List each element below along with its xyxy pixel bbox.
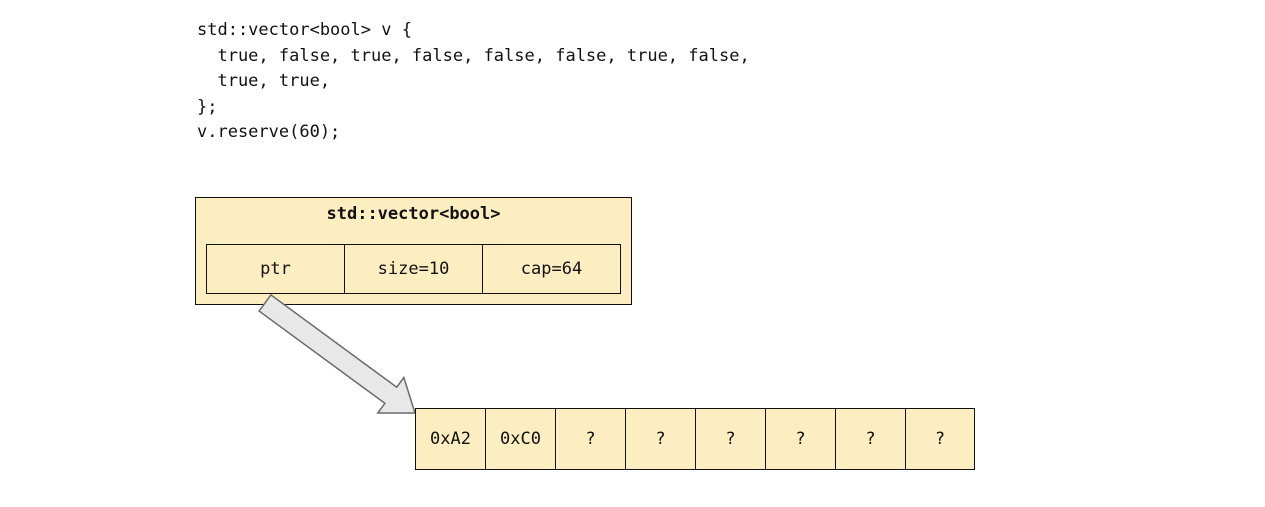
heap-byte-cell: ?: [555, 408, 625, 470]
code-snippet: std::vector<bool> v { true, false, true,…: [197, 18, 750, 146]
heap-bytes-row: 0xA20xC0??????: [415, 408, 975, 470]
vector-object-title: std::vector<bool>: [196, 198, 631, 234]
diagram-canvas: std::vector<bool> v { true, false, true,…: [0, 0, 1265, 507]
vector-object-box: std::vector<bool> ptrsize=10cap=64: [195, 197, 632, 305]
pointer-arrow: [255, 298, 435, 428]
heap-byte-cell: 0xC0: [485, 408, 555, 470]
heap-byte-cell: ?: [765, 408, 835, 470]
pointer-arrow-shape: [259, 295, 415, 413]
size-field: size=10: [344, 244, 482, 294]
heap-byte-cell: ?: [905, 408, 975, 470]
heap-byte-cell: ?: [835, 408, 905, 470]
vector-fields-row: ptrsize=10cap=64: [206, 244, 621, 294]
ptr-field: ptr: [206, 244, 344, 294]
heap-byte-cell: ?: [625, 408, 695, 470]
heap-byte-cell: ?: [695, 408, 765, 470]
heap-byte-cell: 0xA2: [415, 408, 485, 470]
cap-field: cap=64: [482, 244, 621, 294]
